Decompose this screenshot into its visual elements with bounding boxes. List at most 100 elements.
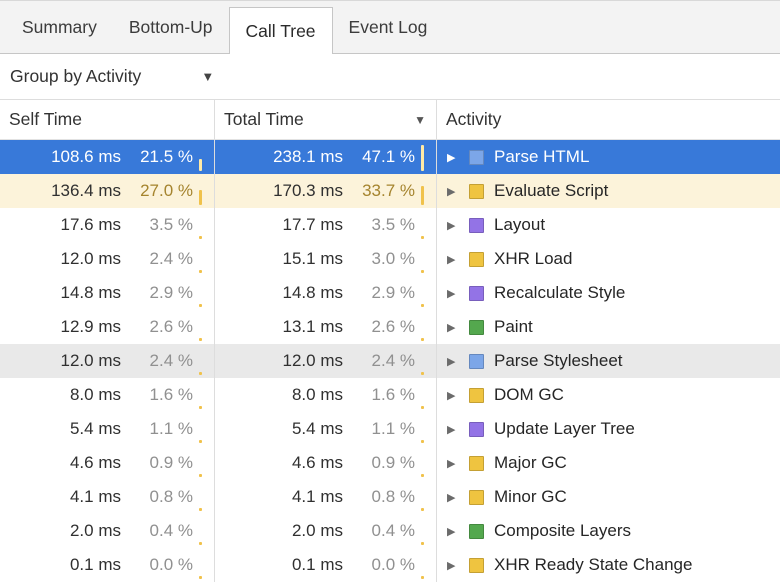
column-header-total-time[interactable]: Total Time ▼ xyxy=(215,100,437,139)
table-row[interactable]: 4.6 ms 0.9 % 4.6 ms 0.9 % ▶ Major GC xyxy=(0,446,780,480)
self-percent-bar xyxy=(199,406,202,409)
total-time-value: 4.6 ms xyxy=(291,453,343,472)
table-row[interactable]: 108.6 ms 21.5 % 238.1 ms 47.1 % ▶ Parse … xyxy=(0,140,780,174)
table-row[interactable]: 8.0 ms 1.6 % 8.0 ms 1.6 % ▶ DOM GC xyxy=(0,378,780,412)
expand-triangle-icon[interactable]: ▶ xyxy=(447,185,456,198)
activity-name: XHR Ready State Change xyxy=(494,555,693,574)
activity-cell: ▶ DOM GC xyxy=(437,378,780,412)
tab-bottom-up[interactable]: Bottom-Up xyxy=(113,1,229,54)
column-header-label: Activity xyxy=(446,109,502,129)
column-header-label: Total Time xyxy=(224,109,304,129)
self-time-cell: 0.1 ms 0.0 % xyxy=(0,548,215,582)
self-percent-bar xyxy=(199,440,202,443)
self-percent-bar-wrap xyxy=(193,208,208,242)
total-time-percent: 2.4 % xyxy=(371,351,415,370)
self-percent-bar-wrap xyxy=(193,140,208,174)
total-percent-bar-wrap xyxy=(415,480,430,514)
total-percent-bar-wrap xyxy=(415,446,430,480)
expand-triangle-icon[interactable]: ▶ xyxy=(447,559,456,572)
total-percent-bar-wrap xyxy=(415,310,430,344)
self-percent-bar xyxy=(199,542,202,545)
self-percent-bar xyxy=(199,159,202,171)
expand-triangle-icon[interactable]: ▶ xyxy=(447,287,456,300)
self-percent-bar xyxy=(199,474,202,477)
tab-summary[interactable]: Summary xyxy=(6,1,113,54)
table-row[interactable]: 12.9 ms 2.6 % 13.1 ms 2.6 % ▶ Paint xyxy=(0,310,780,344)
total-time-cell: 2.0 ms 0.4 % xyxy=(215,514,437,548)
column-header-self-time[interactable]: Self Time xyxy=(0,100,215,139)
total-percent-bar xyxy=(421,440,424,443)
total-percent-bar-wrap xyxy=(415,140,430,174)
total-percent-bar xyxy=(421,186,424,205)
self-percent-bar-wrap xyxy=(193,174,208,208)
table-row[interactable]: 4.1 ms 0.8 % 4.1 ms 0.8 % ▶ Minor GC xyxy=(0,480,780,514)
table-row[interactable]: 5.4 ms 1.1 % 5.4 ms 1.1 % ▶ Update Layer… xyxy=(0,412,780,446)
activity-cell: ▶ XHR Ready State Change xyxy=(437,548,780,582)
category-color-swatch xyxy=(469,149,484,165)
self-time-percent: 2.9 % xyxy=(149,283,193,302)
expand-triangle-icon[interactable]: ▶ xyxy=(447,389,456,402)
self-time-value: 4.6 ms xyxy=(69,453,121,472)
table-row[interactable]: 12.0 ms 2.4 % 15.1 ms 3.0 % ▶ XHR Load xyxy=(0,242,780,276)
self-time-value: 136.4 ms xyxy=(51,181,121,200)
self-time-value: 12.0 ms xyxy=(60,249,121,268)
activity-cell: ▶ Composite Layers xyxy=(437,514,780,548)
tab-event-log[interactable]: Event Log xyxy=(333,1,444,54)
table-row[interactable]: 12.0 ms 2.4 % 12.0 ms 2.4 % ▶ Parse Styl… xyxy=(0,344,780,378)
total-time-percent: 0.8 % xyxy=(371,487,415,506)
self-time-value: 12.0 ms xyxy=(60,351,121,370)
self-time-percent: 2.6 % xyxy=(149,317,193,336)
total-time-percent: 0.0 % xyxy=(371,555,415,574)
group-by-dropdown[interactable]: Group by Activity ▼ xyxy=(10,66,214,87)
panel-tabbar: Summary Bottom-Up Call Tree Event Log xyxy=(0,0,780,54)
total-time-value: 5.4 ms xyxy=(291,419,343,438)
total-percent-bar xyxy=(421,304,424,307)
self-percent-bar xyxy=(199,372,202,375)
tab-label: Summary xyxy=(22,17,97,37)
expand-triangle-icon[interactable]: ▶ xyxy=(447,457,456,470)
self-time-percent: 27.0 % xyxy=(140,181,193,200)
total-time-cell: 5.4 ms 1.1 % xyxy=(215,412,437,446)
tab-call-tree[interactable]: Call Tree xyxy=(228,7,333,54)
category-color-swatch xyxy=(469,455,484,471)
expand-triangle-icon[interactable]: ▶ xyxy=(447,321,456,334)
expand-triangle-icon[interactable]: ▶ xyxy=(447,219,456,232)
tab-label: Call Tree xyxy=(245,20,316,41)
table-row[interactable]: 2.0 ms 0.4 % 2.0 ms 0.4 % ▶ Composite La… xyxy=(0,514,780,548)
category-color-swatch xyxy=(469,421,484,437)
expand-triangle-icon[interactable]: ▶ xyxy=(447,423,456,436)
activity-name: Paint xyxy=(494,317,533,336)
total-time-cell: 8.0 ms 1.6 % xyxy=(215,378,437,412)
expand-triangle-icon[interactable]: ▶ xyxy=(447,491,456,504)
expand-triangle-icon[interactable]: ▶ xyxy=(447,151,456,164)
self-time-cell: 108.6 ms 21.5 % xyxy=(0,140,215,174)
self-time-cell: 14.8 ms 2.9 % xyxy=(0,276,215,310)
total-time-percent: 0.9 % xyxy=(371,453,415,472)
table-row[interactable]: 14.8 ms 2.9 % 14.8 ms 2.9 % ▶ Recalculat… xyxy=(0,276,780,310)
total-percent-bar-wrap xyxy=(415,208,430,242)
self-time-percent: 0.9 % xyxy=(149,453,193,472)
sort-descending-icon: ▼ xyxy=(414,112,426,127)
expand-triangle-icon[interactable]: ▶ xyxy=(447,355,456,368)
self-percent-bar-wrap xyxy=(193,480,208,514)
column-header-activity[interactable]: Activity xyxy=(437,100,780,139)
expand-triangle-icon[interactable]: ▶ xyxy=(447,253,456,266)
self-time-percent: 0.8 % xyxy=(149,487,193,506)
activity-cell: ▶ Parse Stylesheet xyxy=(437,344,780,378)
activity-name: Parse HTML xyxy=(494,147,590,166)
activity-cell: ▶ Update Layer Tree xyxy=(437,412,780,446)
self-time-cell: 12.9 ms 2.6 % xyxy=(0,310,215,344)
category-color-swatch xyxy=(469,251,484,267)
self-time-value: 108.6 ms xyxy=(51,147,121,166)
activity-cell: ▶ XHR Load xyxy=(437,242,780,276)
total-percent-bar-wrap xyxy=(415,548,430,582)
activity-name: Update Layer Tree xyxy=(494,419,635,438)
table-row[interactable]: 17.6 ms 3.5 % 17.7 ms 3.5 % ▶ Layout xyxy=(0,208,780,242)
total-time-value: 8.0 ms xyxy=(291,385,343,404)
expand-triangle-icon[interactable]: ▶ xyxy=(447,525,456,538)
table-row[interactable]: 136.4 ms 27.0 % 170.3 ms 33.7 % ▶ Evalua… xyxy=(0,174,780,208)
total-time-value: 13.1 ms xyxy=(282,317,343,336)
table-row[interactable]: 0.1 ms 0.0 % 0.1 ms 0.0 % ▶ XHR Ready St… xyxy=(0,548,780,582)
category-color-swatch xyxy=(469,285,484,301)
self-time-cell: 12.0 ms 2.4 % xyxy=(0,344,215,378)
